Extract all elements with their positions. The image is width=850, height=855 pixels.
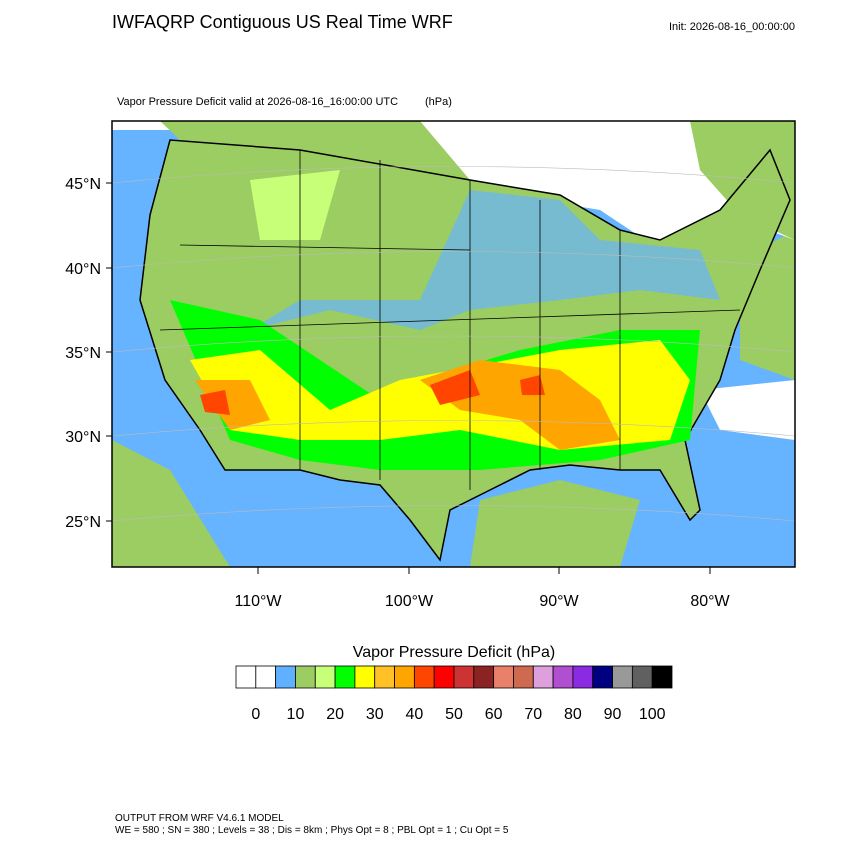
colorbar-label: 50 <box>445 706 463 723</box>
colorbar-box <box>235 665 257 689</box>
map: 45°N 40°N 35°N 30°N 25°N 110°W 100°W 90°W 80°W <box>65 120 796 610</box>
lat-label: 35°N <box>65 345 101 362</box>
colorbar-label: 30 <box>366 706 384 723</box>
colorbar-box <box>612 665 633 689</box>
lat-label: 45°N <box>65 176 101 193</box>
colorbar-label: 10 <box>287 706 305 723</box>
lon-label: 110°W <box>234 593 282 610</box>
colorbar-box <box>433 665 455 689</box>
lon-label: 100°W <box>385 593 434 610</box>
colorbar-label: 20 <box>326 706 344 723</box>
init-time: Init: 2026-08-16_00:00:00 <box>669 21 795 33</box>
dry-region <box>250 170 340 240</box>
colorbar-label: 100 <box>639 706 666 723</box>
footer-line: OUTPUT FROM WRF V4.6.1 MODEL <box>115 813 284 824</box>
canada-prairie <box>160 121 470 180</box>
lat-label: 25°N <box>65 514 101 531</box>
colorbar-box <box>473 665 495 689</box>
colorbar-box <box>631 665 653 689</box>
lon-label: 80°W <box>690 593 730 610</box>
atlantic-patch <box>700 380 795 440</box>
footer-line: WE = 580 ; SN = 380 ; Levels = 38 ; Dis … <box>115 825 509 836</box>
colorbar-title: Vapor Pressure Deficit (hPa) <box>353 644 555 661</box>
colorbar-box <box>592 665 613 689</box>
colorbar-box <box>572 665 594 689</box>
colorbar-box <box>275 665 296 689</box>
colorbar: 0 10 20 30 40 50 60 70 80 90 100 <box>235 665 673 723</box>
colorbar-label: 60 <box>485 706 503 723</box>
colorbar-box <box>493 665 514 689</box>
map-units: (hPa) <box>425 96 452 108</box>
colorbar-label: 0 <box>251 706 260 723</box>
colorbar-box <box>354 665 376 689</box>
colorbar-box <box>334 665 356 689</box>
colorbar-box <box>255 665 277 689</box>
colorbar-box <box>394 665 415 689</box>
lon-label: 90°W <box>539 593 579 610</box>
colorbar-box <box>295 665 316 689</box>
canada <box>112 121 795 250</box>
colorbar-box <box>374 665 395 689</box>
colorbar-label: 70 <box>524 706 542 723</box>
dry-region <box>195 360 620 450</box>
lat-label: 40°N <box>65 261 101 278</box>
colorbar-box <box>651 665 673 689</box>
lat-label: 30°N <box>65 429 101 446</box>
colorbar-box <box>413 665 435 689</box>
colorbar-box <box>532 665 554 689</box>
colorbar-box <box>453 665 475 689</box>
map-frame <box>111 120 796 568</box>
moist-region <box>250 190 720 330</box>
colorbar-label: 40 <box>405 706 423 723</box>
colorbar-box <box>552 665 574 689</box>
dry-region <box>200 370 545 415</box>
map-subtitle: Vapor Pressure Deficit valid at 2026-08-… <box>117 96 398 108</box>
colorbar-box <box>513 665 534 689</box>
ocean-patch <box>112 440 230 567</box>
gulf-patch <box>470 480 640 567</box>
colorbar-label: 90 <box>604 706 622 723</box>
colorbar-box <box>314 665 336 689</box>
title: IWFAQRP Contiguous US Real Time WRF <box>112 12 453 32</box>
colorbar-label: 80 <box>564 706 582 723</box>
